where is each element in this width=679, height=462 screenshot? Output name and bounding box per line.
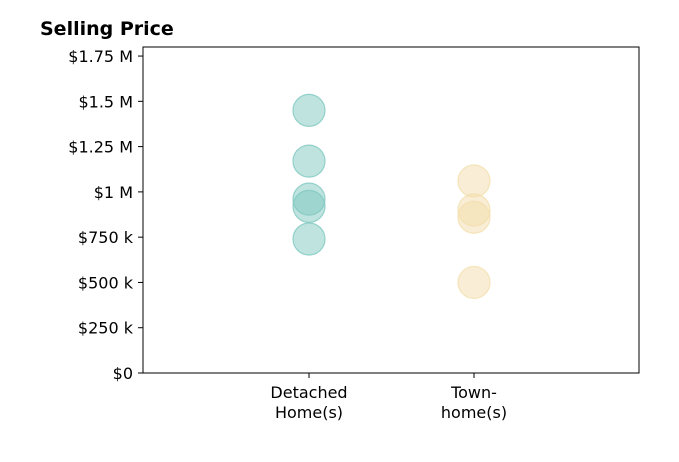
x-tick-label: Home(s) [275, 403, 343, 422]
x-tick-label: Town- [450, 383, 497, 402]
y-tick-label: $0 [113, 364, 133, 383]
y-tick-label: $500 k [78, 273, 134, 292]
y-tick-label: $1.5 M [78, 92, 133, 111]
plot-frame [142, 46, 640, 374]
y-tick-label: $1 M [94, 183, 133, 202]
data-point [457, 200, 491, 234]
x-tick-label: Detached [270, 383, 347, 402]
data-point [457, 265, 491, 300]
data-point [292, 144, 326, 178]
y-tick-label: $1.25 M [68, 138, 133, 157]
y-axis: $0 $250 k $500 k $750 k $1 M $1.25 M $1.5 M $1.… [68, 47, 143, 383]
chart-title: Selling Price [40, 18, 174, 40]
data-point [292, 189, 326, 223]
x-tick-label: home(s) [441, 403, 507, 422]
y-tick-label: $250 k [78, 319, 134, 338]
data-points [292, 93, 491, 300]
y-tick-label: $1.75 M [68, 47, 133, 66]
y-tick-label: $750 k [78, 228, 134, 247]
data-point [457, 164, 491, 198]
data-point [292, 93, 326, 127]
data-point [292, 222, 326, 256]
